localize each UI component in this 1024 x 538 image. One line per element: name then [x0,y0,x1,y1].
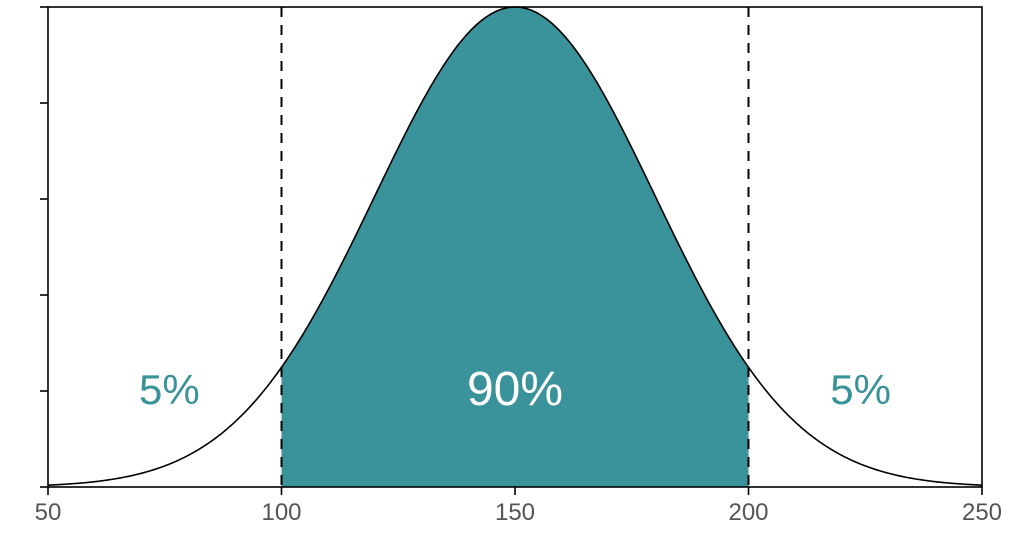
confidence-region-label: 90% [467,362,563,417]
x-tick-label: 250 [962,499,1002,527]
x-tick-label: 200 [728,499,768,527]
x-tick-label: 150 [495,499,535,527]
x-tick-label: 100 [261,499,301,527]
right-tail-label: 5% [830,366,891,414]
x-tick-label: 50 [35,499,62,527]
chart-svg [0,0,1024,538]
left-tail-label: 5% [139,366,200,414]
confidence-interval-chart: 5% 90% 5% 50 100 150 200 250 [0,0,1024,538]
